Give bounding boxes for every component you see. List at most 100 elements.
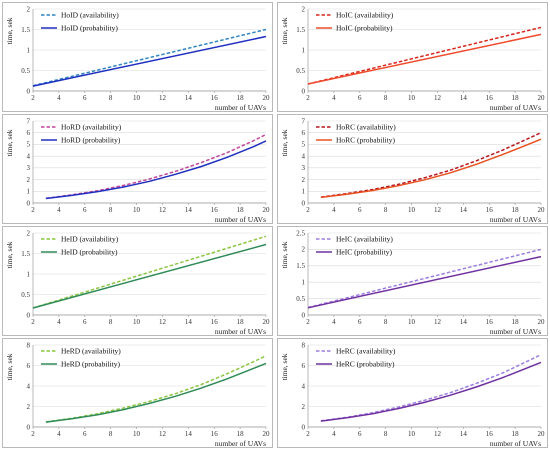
x-tick-label: 2 [31,94,35,102]
x-tick-label: 14 [460,94,468,102]
x-tick-label: 10 [133,318,141,326]
x-tick-label: 14 [185,430,193,438]
x-tick-label: 20 [263,206,271,214]
x-tick-label: 20 [263,318,271,326]
x-tick-label: 16 [211,206,219,214]
y-tick-label: 0 [302,311,306,319]
x-tick-label: 2 [306,206,310,214]
x-tick-label: 8 [109,318,113,326]
y-tick-label: 0.5 [296,295,305,303]
series-line-1 [32,28,267,87]
chart-panel-8: 0 2 4 6 8 2 4 6 8 10 12 14 16 18 20 time, sek number of … [277,338,548,448]
series-line-2 [320,361,542,422]
x-tick-label: 14 [460,206,468,214]
y-tick-label: 6 [27,129,31,137]
x-tick-label: 4 [332,206,336,214]
chart-panel-2: 0 0.5 1 1.5 2 2 4 6 8 10 12 14 16 18 20 time, sek number… [277,2,548,112]
x-tick-label: 16 [486,206,494,214]
series-line-2 [45,140,267,200]
x-tick-label: 10 [408,94,416,102]
y-tick-label: 2 [302,176,306,184]
y-axis-title: time, sek [5,17,14,44]
y-tick-label: 4 [27,152,31,160]
x-axis-title: number of UAVs [490,215,541,224]
legend-label: HeRD (availability) [61,347,121,356]
y-tick-label: 8 [27,341,31,349]
x-tick-label: 12 [434,206,442,214]
x-tick-label: 20 [263,430,271,438]
chart-panel-4: 0 1 2 3 4 5 6 7 2 4 6 8 10 12 14 16 18 20 time, sek number … [277,114,548,224]
x-tick-label: 6 [83,318,87,326]
x-tick-label: 18 [512,430,519,438]
y-tick-label: 1.5 [296,26,305,34]
x-tick-label: 8 [109,94,113,102]
x-tick-label: 6 [358,94,362,102]
y-tick-label: 0.5 [21,291,30,299]
x-tick-label: 4 [332,318,336,326]
y-tick-label: 0 [27,423,31,431]
x-tick-label: 10 [133,206,141,214]
y-tick-label: 1 [27,188,31,196]
x-tick-label: 18 [512,94,519,102]
y-tick-label: 0 [302,199,306,207]
x-tick-label: 14 [185,318,193,326]
series-line-2 [32,243,267,309]
legend-label: HeID (probability) [61,248,118,257]
chart-panel-7: 0 2 4 6 8 2 4 6 8 10 12 14 16 18 20 time, sek number of … [2,338,273,448]
x-tick-label: 16 [486,94,494,102]
x-tick-label: 16 [486,318,494,326]
series-line-1 [307,248,542,309]
x-tick-label: 18 [512,318,519,326]
legend-label: HoRD (availability) [61,123,122,132]
x-tick-label: 12 [434,318,442,326]
y-tick-label: 5 [302,141,306,149]
y-tick-label: 4 [302,152,306,160]
x-tick-label: 8 [384,318,388,326]
y-tick-label: 3 [27,164,31,172]
x-tick-label: 20 [538,94,546,102]
x-tick-label: 2 [306,94,310,102]
x-tick-label: 16 [211,430,219,438]
x-tick-label: 6 [358,318,362,326]
y-tick-label: 2 [27,176,31,184]
x-tick-label: 12 [159,430,167,438]
series-line-1 [320,132,542,198]
x-tick-label: 14 [460,430,468,438]
x-tick-label: 10 [408,318,416,326]
x-tick-label: 4 [332,94,336,102]
y-tick-label: 6 [302,362,306,370]
x-tick-label: 18 [237,94,245,102]
legend-label: HeRD (probability) [61,360,120,369]
x-tick-label: 8 [384,94,388,102]
y-tick-label: 1 [27,270,31,278]
chart-panel-3: 0 1 2 3 4 5 6 7 2 4 6 8 10 12 14 16 18 20 time, sek number … [2,114,273,224]
x-tick-label: 18 [512,206,519,214]
y-tick-label: 0.5 [21,67,30,75]
x-tick-label: 12 [159,94,167,102]
x-tick-label: 14 [185,94,193,102]
legend-label: HoRC (probability) [336,136,395,145]
x-tick-label: 14 [185,206,193,214]
legend-label: HoRD (probability) [61,136,121,145]
legend-label: HoIC (probability) [336,24,393,33]
legend-label: HeIC (availability) [336,235,393,244]
y-tick-label: 0 [27,199,31,207]
x-tick-label: 10 [408,430,416,438]
x-tick-label: 2 [31,206,35,214]
y-tick-label: 4 [27,382,31,390]
chart-svg: 0 0.5 1 1.5 2 2.5 2 4 6 8 10 12 14 16 18 20 time, sek num… [280,229,545,336]
y-tick-label: 0 [302,87,306,95]
legend-label: HoRC (availability) [336,123,396,132]
y-tick-label: 6 [302,129,306,137]
x-axis-title: number of UAVs [490,439,541,448]
y-tick-label: 6 [27,362,31,370]
series-line-1 [32,235,267,309]
y-tick-label: 8 [302,341,306,349]
series-line-1 [307,26,542,85]
x-tick-label: 8 [384,206,388,214]
x-tick-label: 18 [237,206,245,214]
y-tick-label: 2 [302,246,306,254]
y-tick-label: 4 [302,382,306,390]
